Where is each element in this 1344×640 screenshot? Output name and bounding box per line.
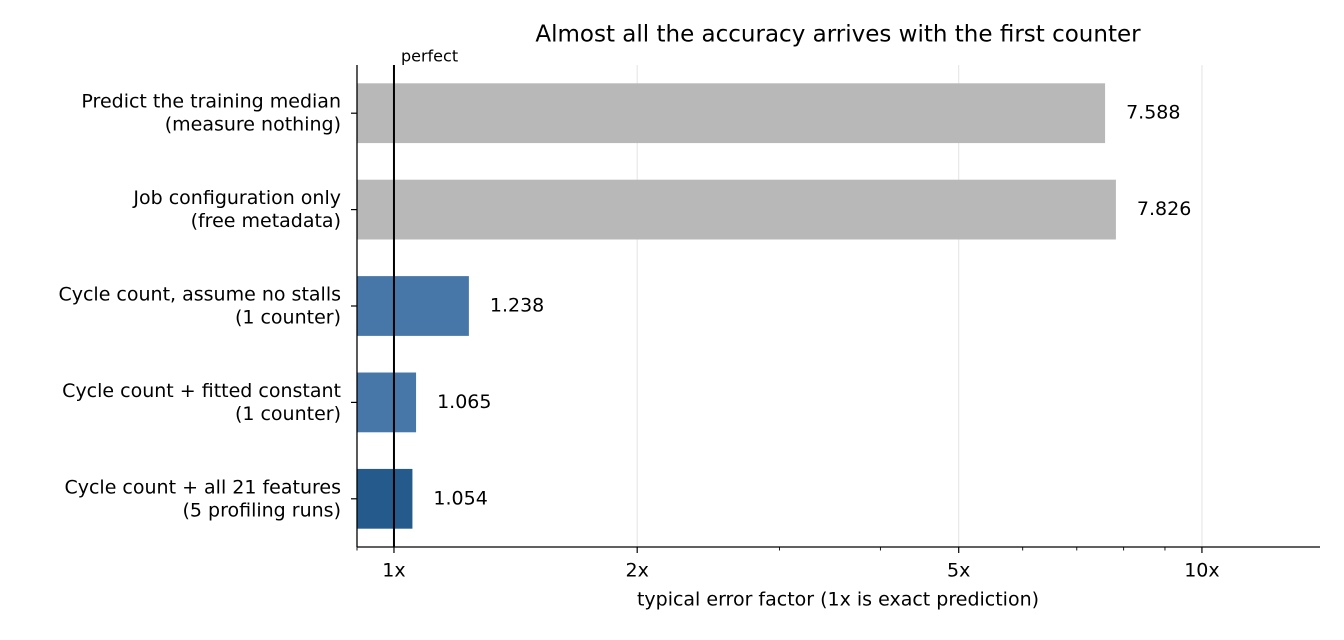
reference-label: perfect <box>401 47 458 66</box>
value-label: 7.588 <box>1126 102 1180 124</box>
y-tick-label-line: (1 counter) <box>235 306 341 328</box>
x-tick-label: 2x <box>626 560 649 582</box>
bar <box>357 276 469 336</box>
y-tick-label: Cycle count, assume no stalls (1 counter) <box>58 283 341 328</box>
y-tick-label: Cycle count + all 21 features (5 profilin… <box>64 476 341 521</box>
x-axis-label: typical error factor (1x is exact predic… <box>637 589 1039 611</box>
y-tick-label-line: Cycle count, assume no stalls <box>58 283 341 305</box>
value-label: 1.238 <box>490 295 544 317</box>
y-tick-label-line: Job configuration only <box>132 187 341 209</box>
y-tick-label-line: Predict the training median <box>81 90 341 112</box>
value-label: 7.826 <box>1137 198 1191 220</box>
y-tick-label: Job configuration only (free metadata) <box>132 187 341 232</box>
y-tick-label: Predict the training median (measure noth… <box>81 90 341 135</box>
bar <box>357 372 417 433</box>
y-tick-label-line: (5 profiling runs) <box>183 499 342 521</box>
value-label: 1.065 <box>437 391 491 413</box>
y-tick-label-line: (1 counter) <box>235 402 341 424</box>
bar <box>357 468 413 529</box>
value-label: 1.054 <box>433 487 487 509</box>
chart-title: Almost all the accuracy arrives with the… <box>535 22 1141 48</box>
bar <box>357 83 1106 144</box>
y-tick-label-line: (measure nothing) <box>165 113 341 135</box>
y-tick-label-line: (free metadata) <box>191 210 341 232</box>
x-tick-label: 1x <box>382 560 405 582</box>
y-tick-label: Cycle count + fitted constant (1 counter) <box>62 379 341 424</box>
x-tick-label: 10x <box>1184 560 1219 582</box>
x-tick-label: 5x <box>947 560 970 582</box>
y-tick-label-line: Cycle count + fitted constant <box>62 379 341 401</box>
bar <box>357 179 1116 240</box>
y-tick-label-line: Cycle count + all 21 features <box>64 476 341 498</box>
